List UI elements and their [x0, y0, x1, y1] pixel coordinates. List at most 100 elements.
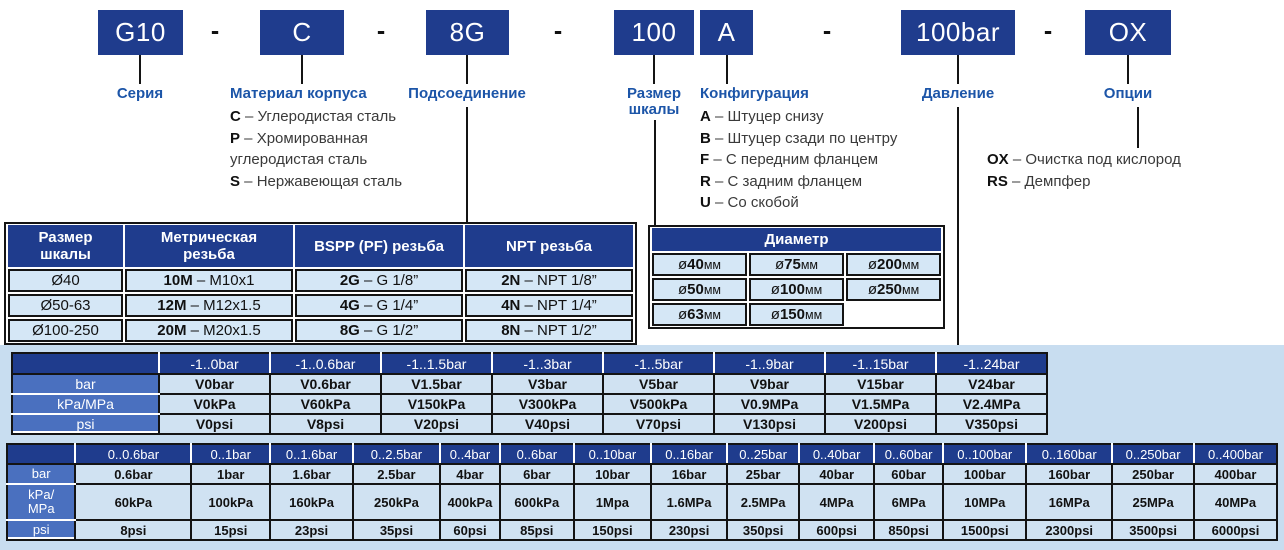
vacuum-table-code-cell: V0.9MPa [713, 393, 826, 415]
configuration-option-A: A – Штуцер снизу [700, 108, 824, 125]
pressure-table-code-cell: 1.6bar [269, 463, 354, 485]
empty-cell [846, 303, 942, 326]
vacuum-table-row: kPa/MPa V0kPa V60kPa V150kPa V300kPa V500kPa V… [11, 393, 1048, 415]
vacuum-table-code-cell: V3bar [491, 373, 604, 395]
connector-line [1127, 55, 1129, 84]
vacuum-table-range-header: -1..0bar [158, 352, 271, 375]
pressure-table-code-cell: 3500psi [1111, 519, 1195, 541]
pressure-table-corner-cell [5, 443, 77, 465]
pressure-table-code-cell: 60bar [872, 463, 945, 485]
pressure-table-unit-label-bar: bar [5, 463, 77, 485]
diameter-cell: ø100мм [749, 278, 844, 301]
npt-thread-cell: 8N – NPT 1/2” [465, 319, 633, 342]
thread-table-row: Ø40 10M – M10x1 2G – G 1/8” 2N – NPT 1/8” [8, 269, 633, 292]
pressure-table-range-header: 0..16bar [650, 443, 728, 465]
code-separator: - [376, 17, 386, 45]
vacuum-table-code-cell: V20psi [380, 413, 493, 435]
vacuum-table-row: bar V0bar V0.6bar V1.5bar V3bar V5bar V9bar V15… [11, 373, 1048, 395]
pressure-table-range-header: 0..400bar [1193, 443, 1278, 465]
pressure-table-code-cell: 150psi [572, 519, 653, 541]
material-option-P: P – Хромированная углеродистая сталь [230, 129, 368, 169]
connector-line [139, 55, 141, 84]
connector-line [726, 55, 728, 84]
label-pressure: Давление [921, 85, 995, 102]
pressure-table-code-cell: 160bar [1025, 463, 1114, 485]
connector-line-options [1137, 107, 1139, 148]
pressure-table-row: psi 8psi 15psi 23psi 35psi 60psi 85psi 150psi 23… [5, 519, 1278, 541]
pressure-table-code-cell: 600psi [798, 519, 875, 541]
vacuum-table-row: psi V0psi V8psi V20psi V40psi V70psi V130psi V2… [11, 413, 1048, 435]
connector-line [653, 55, 655, 84]
connector-line [301, 55, 303, 84]
vacuum-table-code-cell: V2.4MPa [935, 393, 1048, 415]
code-separator: - [1043, 17, 1053, 45]
pressure-table-code-cell: 230psi [650, 519, 728, 541]
pressure-table-code-cell: 25MPa [1111, 483, 1195, 521]
dial-size-cell: Ø100-250 [8, 319, 123, 342]
vacuum-table-code-cell: V8psi [269, 413, 382, 435]
thread-table-header: Метрическая резьба [125, 225, 293, 267]
pressure-table-code-cell: 2.5bar [351, 463, 441, 485]
diameter-table-row: ø50мм ø100мм ø250мм [652, 278, 942, 301]
pressure-table-header-row: 0..0.6bar 0..1bar 0..1.6bar 0..2.5bar 0..4ba… [5, 443, 1278, 465]
vacuum-table-code-cell: V1.5bar [380, 373, 493, 395]
connector-line-dial-size [654, 120, 656, 225]
pressure-table-code-cell: 15psi [190, 519, 272, 541]
diameter-table-header-row: Диаметр [652, 228, 942, 251]
connector-line-pressure [957, 107, 959, 345]
dial-size-cell: Ø50-63 [8, 294, 123, 317]
thread-table-row: Ø100-250 20M – M20x1.5 8G – G 1/2” 8N – NPT… [8, 319, 633, 342]
pressure-table-code-cell: 1.6MPa [650, 483, 728, 521]
code-box-configuration: A [700, 10, 753, 55]
pressure-table-unit-label-psi: psi [5, 519, 77, 541]
vacuum-table-code-cell: V130psi [713, 413, 826, 435]
pressure-table-row: kPa/MPa 60kPa 100kPa 160kPa 250kPa 400kPa 600k… [5, 483, 1278, 521]
pressure-table-range-header: 0..160bar [1025, 443, 1114, 465]
vacuum-table-range-header: -1..0.6bar [269, 352, 382, 375]
pressure-table-range-header: 0..60bar [872, 443, 945, 465]
thread-table-header: BSPP (PF) резьба [295, 225, 463, 267]
vacuum-table-code-cell: V200psi [824, 413, 937, 435]
label-dial-size: Размер шкалы [626, 85, 682, 118]
vacuum-table-code-cell: V350psi [935, 413, 1048, 435]
thread-table: Размер шкалы Метрическая резьба BSPP (PF) … [4, 222, 637, 345]
vacuum-table-code-cell: V1.5MPa [824, 393, 937, 415]
vacuum-table-code-cell: V300kPa [491, 393, 604, 415]
vacuum-table-range-header: -1..24bar [935, 352, 1048, 375]
pressure-table-code-cell: 10MPa [942, 483, 1028, 521]
code-box-pressure: 100bar [901, 10, 1015, 55]
pressure-table-code-cell: 60psi [438, 519, 502, 541]
pressure-table-code-cell: 40MPa [1193, 483, 1278, 521]
pressure-table-code-cell: 100kPa [190, 483, 272, 521]
pressure-table-code-cell: 8psi [74, 519, 193, 541]
pressure-table-code-cell: 2.5MPa [725, 483, 801, 521]
vacuum-table-code-cell: V40psi [491, 413, 604, 435]
vacuum-table-unit-label-bar: bar [11, 373, 160, 395]
vacuum-table-range-header: -1..5bar [602, 352, 715, 375]
diameter-cell: ø200мм [846, 253, 942, 276]
bspp-thread-cell: 2G – G 1/8” [295, 269, 463, 292]
npt-thread-cell: 2N – NPT 1/8” [465, 269, 633, 292]
npt-thread-cell: 4N – NPT 1/4” [465, 294, 633, 317]
material-option-C: C – Углеродистая сталь [230, 108, 397, 125]
pressure-table-code-cell: 85psi [499, 519, 575, 541]
extra-option-OX: OX – Очистка под кислород [987, 151, 1181, 168]
pressure-table-code-cell: 6MPa [872, 483, 945, 521]
pressure-table-code-cell: 400kPa [438, 483, 502, 521]
connector-line-connection [466, 107, 468, 222]
pressure-table-code-cell: 850psi [872, 519, 945, 541]
pressure-table-code-cell: 250kPa [351, 483, 441, 521]
vacuum-table-range-header: -1..9bar [713, 352, 826, 375]
pressure-table-range-header: 0..4bar [438, 443, 502, 465]
configuration-option-F: F – С передним фланцем [700, 151, 879, 168]
pressure-table-code-cell: 160kPa [269, 483, 354, 521]
connector-line [466, 55, 468, 84]
vacuum-table-code-cell: V0psi [158, 413, 271, 435]
vacuum-table-range-header: -1..1.5bar [380, 352, 493, 375]
vacuum-table-range-header: -1..3bar [491, 352, 604, 375]
pressure-table-code-cell: 6000psi [1193, 519, 1278, 541]
bspp-thread-cell: 4G – G 1/4” [295, 294, 463, 317]
pressure-table-code-cell: 40bar [798, 463, 875, 485]
pressure-table-code-cell: 10bar [572, 463, 653, 485]
diameter-cell: ø150мм [749, 303, 844, 326]
